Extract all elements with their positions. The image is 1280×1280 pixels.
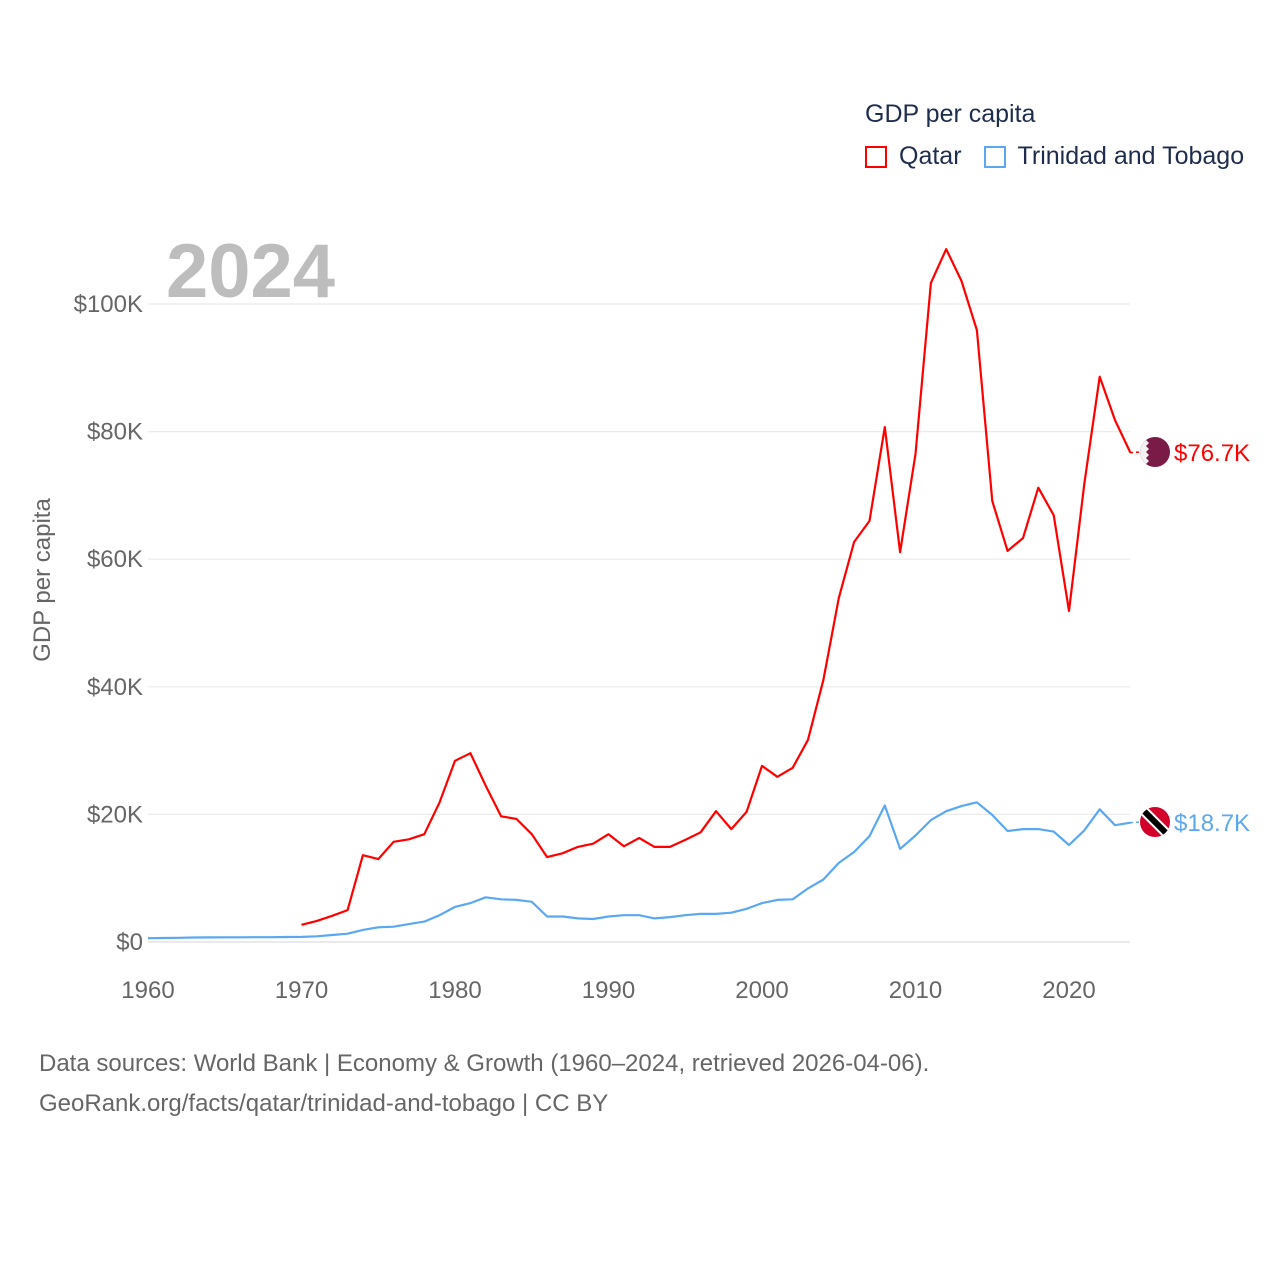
x-tick-label: 2010 <box>889 977 942 1004</box>
qatar-flag-icon <box>1140 437 1170 467</box>
legend: Qatar Trinidad and Tobago <box>865 142 1244 171</box>
y-tick-label: $40K <box>87 674 143 701</box>
y-tick-label: $60K <box>87 546 143 573</box>
source-line-2: GeoRank.org/facts/qatar/trinidad-and-tob… <box>39 1090 609 1117</box>
y-axis: $0 $20K $40K $60K $80K $100K <box>74 291 143 956</box>
source-line-1: Data sources: World Bank | Economy & Gro… <box>39 1050 930 1077</box>
end-label-trinidad-and-tobago: $18.7K <box>1174 810 1250 837</box>
end-connector <box>1129 451 1141 454</box>
grid <box>148 303 1130 943</box>
y-tick-label: $0 <box>116 929 143 956</box>
legend-swatch-qatar <box>865 145 887 168</box>
y-tick-label: $80K <box>87 419 143 446</box>
x-axis: 1960 1970 1980 1990 2000 2010 2020 <box>121 977 1095 1004</box>
legend-swatch-trinidad-and-tobago <box>983 145 1006 168</box>
x-tick-label: 1980 <box>428 977 481 1004</box>
series-line-trinidad-and-tobago <box>147 801 1131 940</box>
x-tick-label: 1970 <box>275 977 328 1004</box>
series-line-qatar <box>301 248 1132 926</box>
x-tick-label: 1960 <box>121 977 174 1004</box>
y-axis-label: GDP per capita <box>29 498 56 662</box>
legend-label-trinidad-and-tobago: Trinidad and Tobago <box>1017 142 1245 170</box>
legend-label-qatar: Qatar <box>899 142 962 170</box>
x-tick-label: 2000 <box>735 977 788 1004</box>
x-tick-label: 2020 <box>1042 977 1095 1004</box>
source-note: Data sources: World Bank | Economy & Gro… <box>39 1044 929 1124</box>
y-tick-label: $20K <box>87 801 143 828</box>
y-tick-label: $100K <box>74 291 143 318</box>
year-label: 2024 <box>166 229 336 314</box>
trinidad-and-tobago-flag-icon <box>1140 807 1170 837</box>
end-label-qatar: $76.7K <box>1174 440 1250 467</box>
legend-title: GDP per capita <box>865 100 1036 128</box>
series: $76.7K $18.7K <box>147 248 1250 940</box>
end-connector <box>1129 821 1141 824</box>
x-tick-label: 1990 <box>582 977 635 1004</box>
